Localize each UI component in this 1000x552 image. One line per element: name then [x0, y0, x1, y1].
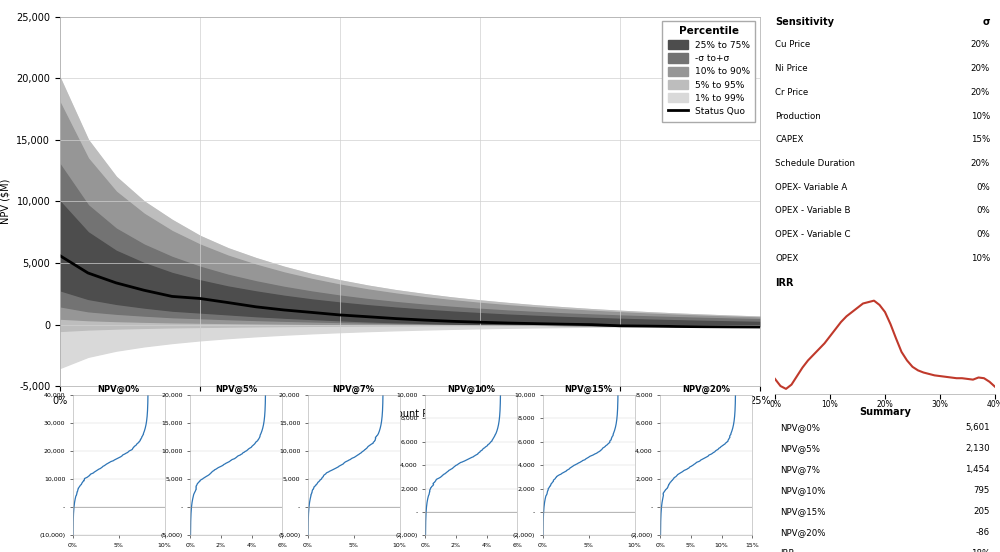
Text: CAPEX: CAPEX [775, 135, 803, 144]
Text: NPV@10%: NPV@10% [780, 486, 826, 495]
Text: NPV@5%: NPV@5% [780, 444, 820, 453]
Text: 10%: 10% [971, 112, 990, 120]
Text: Cr Price: Cr Price [775, 88, 808, 97]
Text: 10%: 10% [971, 254, 990, 263]
Text: Production: Production [775, 112, 821, 120]
Y-axis label: NPV ($M): NPV ($M) [1, 179, 11, 224]
Text: IRR: IRR [780, 549, 794, 552]
Text: NPV@15%: NPV@15% [780, 507, 826, 516]
Text: 20%: 20% [971, 159, 990, 168]
Text: NPV@7%: NPV@7% [780, 465, 820, 474]
Title: NPV@20%: NPV@20% [682, 385, 730, 394]
Text: 795: 795 [974, 486, 990, 495]
Text: Summary: Summary [859, 407, 911, 417]
Text: 15%: 15% [971, 135, 990, 144]
Text: Ni Price: Ni Price [775, 64, 808, 73]
Text: Cu Price: Cu Price [775, 40, 810, 49]
Text: OPEX - Variable B: OPEX - Variable B [775, 206, 850, 215]
Text: 20%: 20% [971, 40, 990, 49]
Text: NPV@20%: NPV@20% [780, 528, 826, 537]
Title: NPV@7%: NPV@7% [333, 385, 375, 394]
Text: 5,601: 5,601 [965, 423, 990, 432]
Title: NPV@5%: NPV@5% [215, 385, 257, 394]
Title: NPV@15%: NPV@15% [565, 385, 613, 394]
Text: Sensitivity: Sensitivity [775, 17, 834, 26]
Text: 0%: 0% [976, 183, 990, 192]
Text: NPV@0%: NPV@0% [780, 423, 820, 432]
Text: 20%: 20% [971, 64, 990, 73]
Title: NPV@10%: NPV@10% [447, 385, 495, 394]
Text: OPEX- Variable A: OPEX- Variable A [775, 183, 847, 192]
Text: 0%: 0% [976, 230, 990, 239]
Text: OPEX: OPEX [775, 254, 798, 263]
Text: -86: -86 [976, 528, 990, 537]
Title: NPV@0%: NPV@0% [98, 385, 140, 394]
Text: 20%: 20% [971, 88, 990, 97]
Text: 0%: 0% [976, 206, 990, 215]
Text: IRR: IRR [775, 278, 794, 288]
Text: 1,454: 1,454 [965, 465, 990, 474]
Text: σ: σ [982, 17, 990, 26]
Text: 18%: 18% [971, 549, 990, 552]
Text: 2,130: 2,130 [965, 444, 990, 453]
X-axis label: Discount Rate: Discount Rate [376, 409, 444, 419]
Text: Schedule Duration: Schedule Duration [775, 159, 855, 168]
Text: 205: 205 [974, 507, 990, 516]
Text: OPEX - Variable C: OPEX - Variable C [775, 230, 850, 239]
Legend: 25% to 75%, -σ to+σ, 10% to 90%, 5% to 95%, 1% to 99%, Status Quo: 25% to 75%, -σ to+σ, 10% to 90%, 5% to 9… [662, 21, 755, 121]
